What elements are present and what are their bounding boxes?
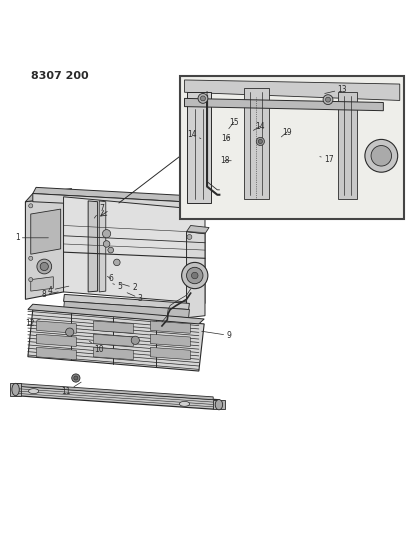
- Polygon shape: [93, 348, 133, 360]
- Text: 10: 10: [89, 341, 104, 354]
- Polygon shape: [33, 193, 204, 210]
- Polygon shape: [88, 201, 97, 292]
- Circle shape: [113, 259, 120, 265]
- Text: 13: 13: [324, 85, 346, 94]
- Circle shape: [186, 268, 202, 284]
- Text: 5: 5: [112, 281, 122, 290]
- Text: 2: 2: [121, 284, 137, 292]
- Circle shape: [29, 204, 33, 208]
- Bar: [180, 76, 403, 220]
- Text: 8: 8: [42, 290, 58, 299]
- Circle shape: [187, 235, 191, 239]
- Circle shape: [325, 97, 330, 102]
- Ellipse shape: [12, 383, 19, 395]
- Polygon shape: [63, 294, 189, 310]
- Polygon shape: [33, 188, 209, 203]
- Polygon shape: [150, 334, 190, 346]
- Circle shape: [256, 138, 264, 146]
- Polygon shape: [93, 321, 133, 333]
- Circle shape: [191, 272, 198, 279]
- Text: 8307 200: 8307 200: [31, 71, 88, 81]
- Circle shape: [29, 256, 33, 260]
- Text: 17: 17: [319, 155, 333, 164]
- Circle shape: [322, 95, 332, 104]
- Ellipse shape: [29, 389, 39, 393]
- Circle shape: [131, 336, 139, 344]
- Polygon shape: [36, 321, 76, 333]
- Polygon shape: [25, 189, 72, 201]
- Polygon shape: [36, 334, 76, 346]
- Polygon shape: [63, 301, 189, 318]
- Text: 11: 11: [61, 382, 81, 396]
- Polygon shape: [36, 348, 76, 360]
- Text: 14: 14: [187, 130, 200, 139]
- Circle shape: [198, 93, 207, 103]
- Text: 9: 9: [201, 331, 231, 340]
- Circle shape: [103, 241, 110, 247]
- Circle shape: [72, 374, 80, 382]
- Circle shape: [364, 140, 397, 172]
- Polygon shape: [184, 80, 399, 100]
- Polygon shape: [25, 197, 63, 300]
- Polygon shape: [93, 334, 133, 346]
- Polygon shape: [16, 386, 219, 409]
- Text: 18: 18: [219, 156, 231, 165]
- Circle shape: [370, 146, 391, 166]
- Polygon shape: [63, 197, 204, 303]
- Polygon shape: [186, 225, 209, 233]
- Text: 7: 7: [94, 204, 104, 218]
- Circle shape: [108, 247, 113, 253]
- Polygon shape: [186, 92, 211, 203]
- Polygon shape: [243, 88, 268, 199]
- Polygon shape: [10, 383, 21, 395]
- Circle shape: [181, 262, 207, 289]
- Text: 6: 6: [107, 274, 113, 284]
- Text: 1: 1: [15, 233, 48, 243]
- Circle shape: [65, 328, 74, 336]
- Polygon shape: [31, 209, 61, 254]
- Circle shape: [102, 230, 110, 238]
- Ellipse shape: [215, 400, 222, 410]
- Polygon shape: [186, 232, 204, 318]
- Text: 19: 19: [281, 127, 291, 137]
- Circle shape: [74, 376, 78, 380]
- Circle shape: [200, 96, 205, 101]
- Polygon shape: [28, 310, 204, 371]
- Text: 3: 3: [127, 293, 142, 303]
- Polygon shape: [28, 304, 204, 324]
- Polygon shape: [150, 321, 190, 333]
- Polygon shape: [150, 348, 190, 360]
- Polygon shape: [99, 201, 106, 292]
- Circle shape: [37, 259, 52, 274]
- Polygon shape: [31, 277, 53, 291]
- Text: 16: 16: [221, 134, 231, 143]
- Polygon shape: [213, 400, 224, 409]
- Circle shape: [258, 140, 262, 143]
- Polygon shape: [16, 383, 213, 400]
- Polygon shape: [184, 99, 382, 111]
- Text: 15: 15: [228, 118, 238, 129]
- Circle shape: [29, 278, 33, 281]
- Polygon shape: [337, 92, 356, 199]
- Text: 12: 12: [25, 319, 40, 328]
- Ellipse shape: [179, 401, 189, 406]
- Text: 14: 14: [253, 122, 265, 131]
- Text: 4: 4: [47, 286, 69, 295]
- Circle shape: [40, 262, 48, 271]
